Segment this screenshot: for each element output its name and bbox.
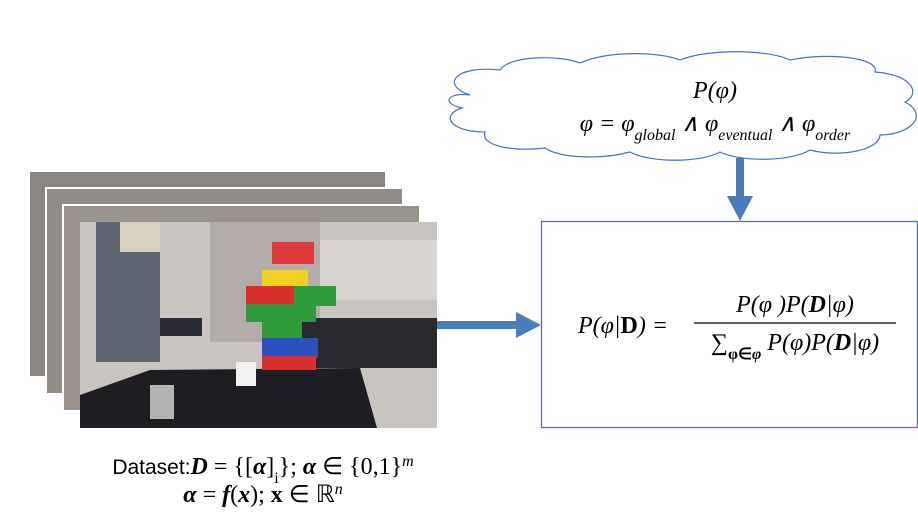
text: ); <box>250 482 271 508</box>
text: = <box>197 482 223 508</box>
person-head <box>120 222 160 252</box>
text: φ = φ <box>580 111 635 137</box>
text: α <box>253 454 267 480</box>
subscript: φ <box>752 346 761 363</box>
lego <box>246 304 316 322</box>
text: D <box>621 313 638 339</box>
tool <box>160 318 202 336</box>
lego <box>262 356 316 370</box>
text: P(φ| <box>577 313 621 339</box>
arrows <box>437 158 753 338</box>
text: α <box>183 482 197 508</box>
arrow-right-shaft <box>437 321 519 329</box>
table-2 <box>300 318 437 368</box>
photo-stack <box>28 170 437 428</box>
lego <box>272 242 314 264</box>
subscript: φ∈ <box>728 346 752 363</box>
superscript: m <box>402 453 414 470</box>
arrow-down-head <box>727 196 753 221</box>
text: |φ) <box>851 330 879 356</box>
denominator: ∑φ∈φ P(φ)P(D|φ) <box>711 330 879 363</box>
cloud-line2: φ = φglobal ∧ φeventual ∧ φorder <box>580 111 851 144</box>
subscript: order <box>815 127 851 144</box>
text: }; <box>279 454 303 480</box>
caption-line2: α = f(x); x ∈ ℝn <box>183 481 342 509</box>
text: D <box>808 292 826 318</box>
subscript: i <box>274 470 279 487</box>
posterior-box <box>540 220 918 429</box>
text: = {[ <box>208 454 253 480</box>
text: ) = <box>636 313 668 339</box>
text: Dataset: <box>112 456 190 479</box>
numerator: P(φ )P(D|φ) <box>735 292 854 318</box>
text: ( <box>230 482 238 508</box>
text: |φ) <box>826 292 854 318</box>
text: ∈ {0,1} <box>316 454 402 480</box>
text: ] <box>266 454 274 480</box>
lego <box>262 320 302 342</box>
glass <box>150 385 174 419</box>
text: ∧ φ <box>772 111 815 137</box>
cloud <box>448 51 917 161</box>
text: ∈ ℝ <box>283 482 335 508</box>
posterior-lhs: P(φ|D) = <box>577 313 668 339</box>
lego <box>294 286 336 306</box>
text: x <box>237 482 250 508</box>
lego <box>262 270 308 290</box>
text: P(φ)P( <box>761 330 836 356</box>
lego <box>262 338 318 358</box>
lego <box>246 286 294 306</box>
text: α <box>303 454 317 480</box>
text: D <box>190 454 208 480</box>
subscript: global <box>635 127 676 144</box>
caption-line1: Dataset:D = {[α]i}; α ∈ {0,1}m <box>112 453 413 487</box>
cloud-line1: P(φ) <box>692 78 737 104</box>
superscript: n <box>335 481 343 498</box>
text: x <box>271 482 283 508</box>
text: ∑ <box>711 330 728 356</box>
wall <box>320 240 437 300</box>
text: f <box>222 482 232 508</box>
arrow-down-shaft <box>736 158 744 198</box>
text: D <box>833 330 851 356</box>
photo <box>80 222 437 428</box>
cup <box>236 362 256 386</box>
subscript: eventual <box>718 127 773 144</box>
text: P(φ )P( <box>735 292 811 318</box>
text: ∧ φ <box>675 111 718 137</box>
arrow-right-head <box>516 312 541 338</box>
